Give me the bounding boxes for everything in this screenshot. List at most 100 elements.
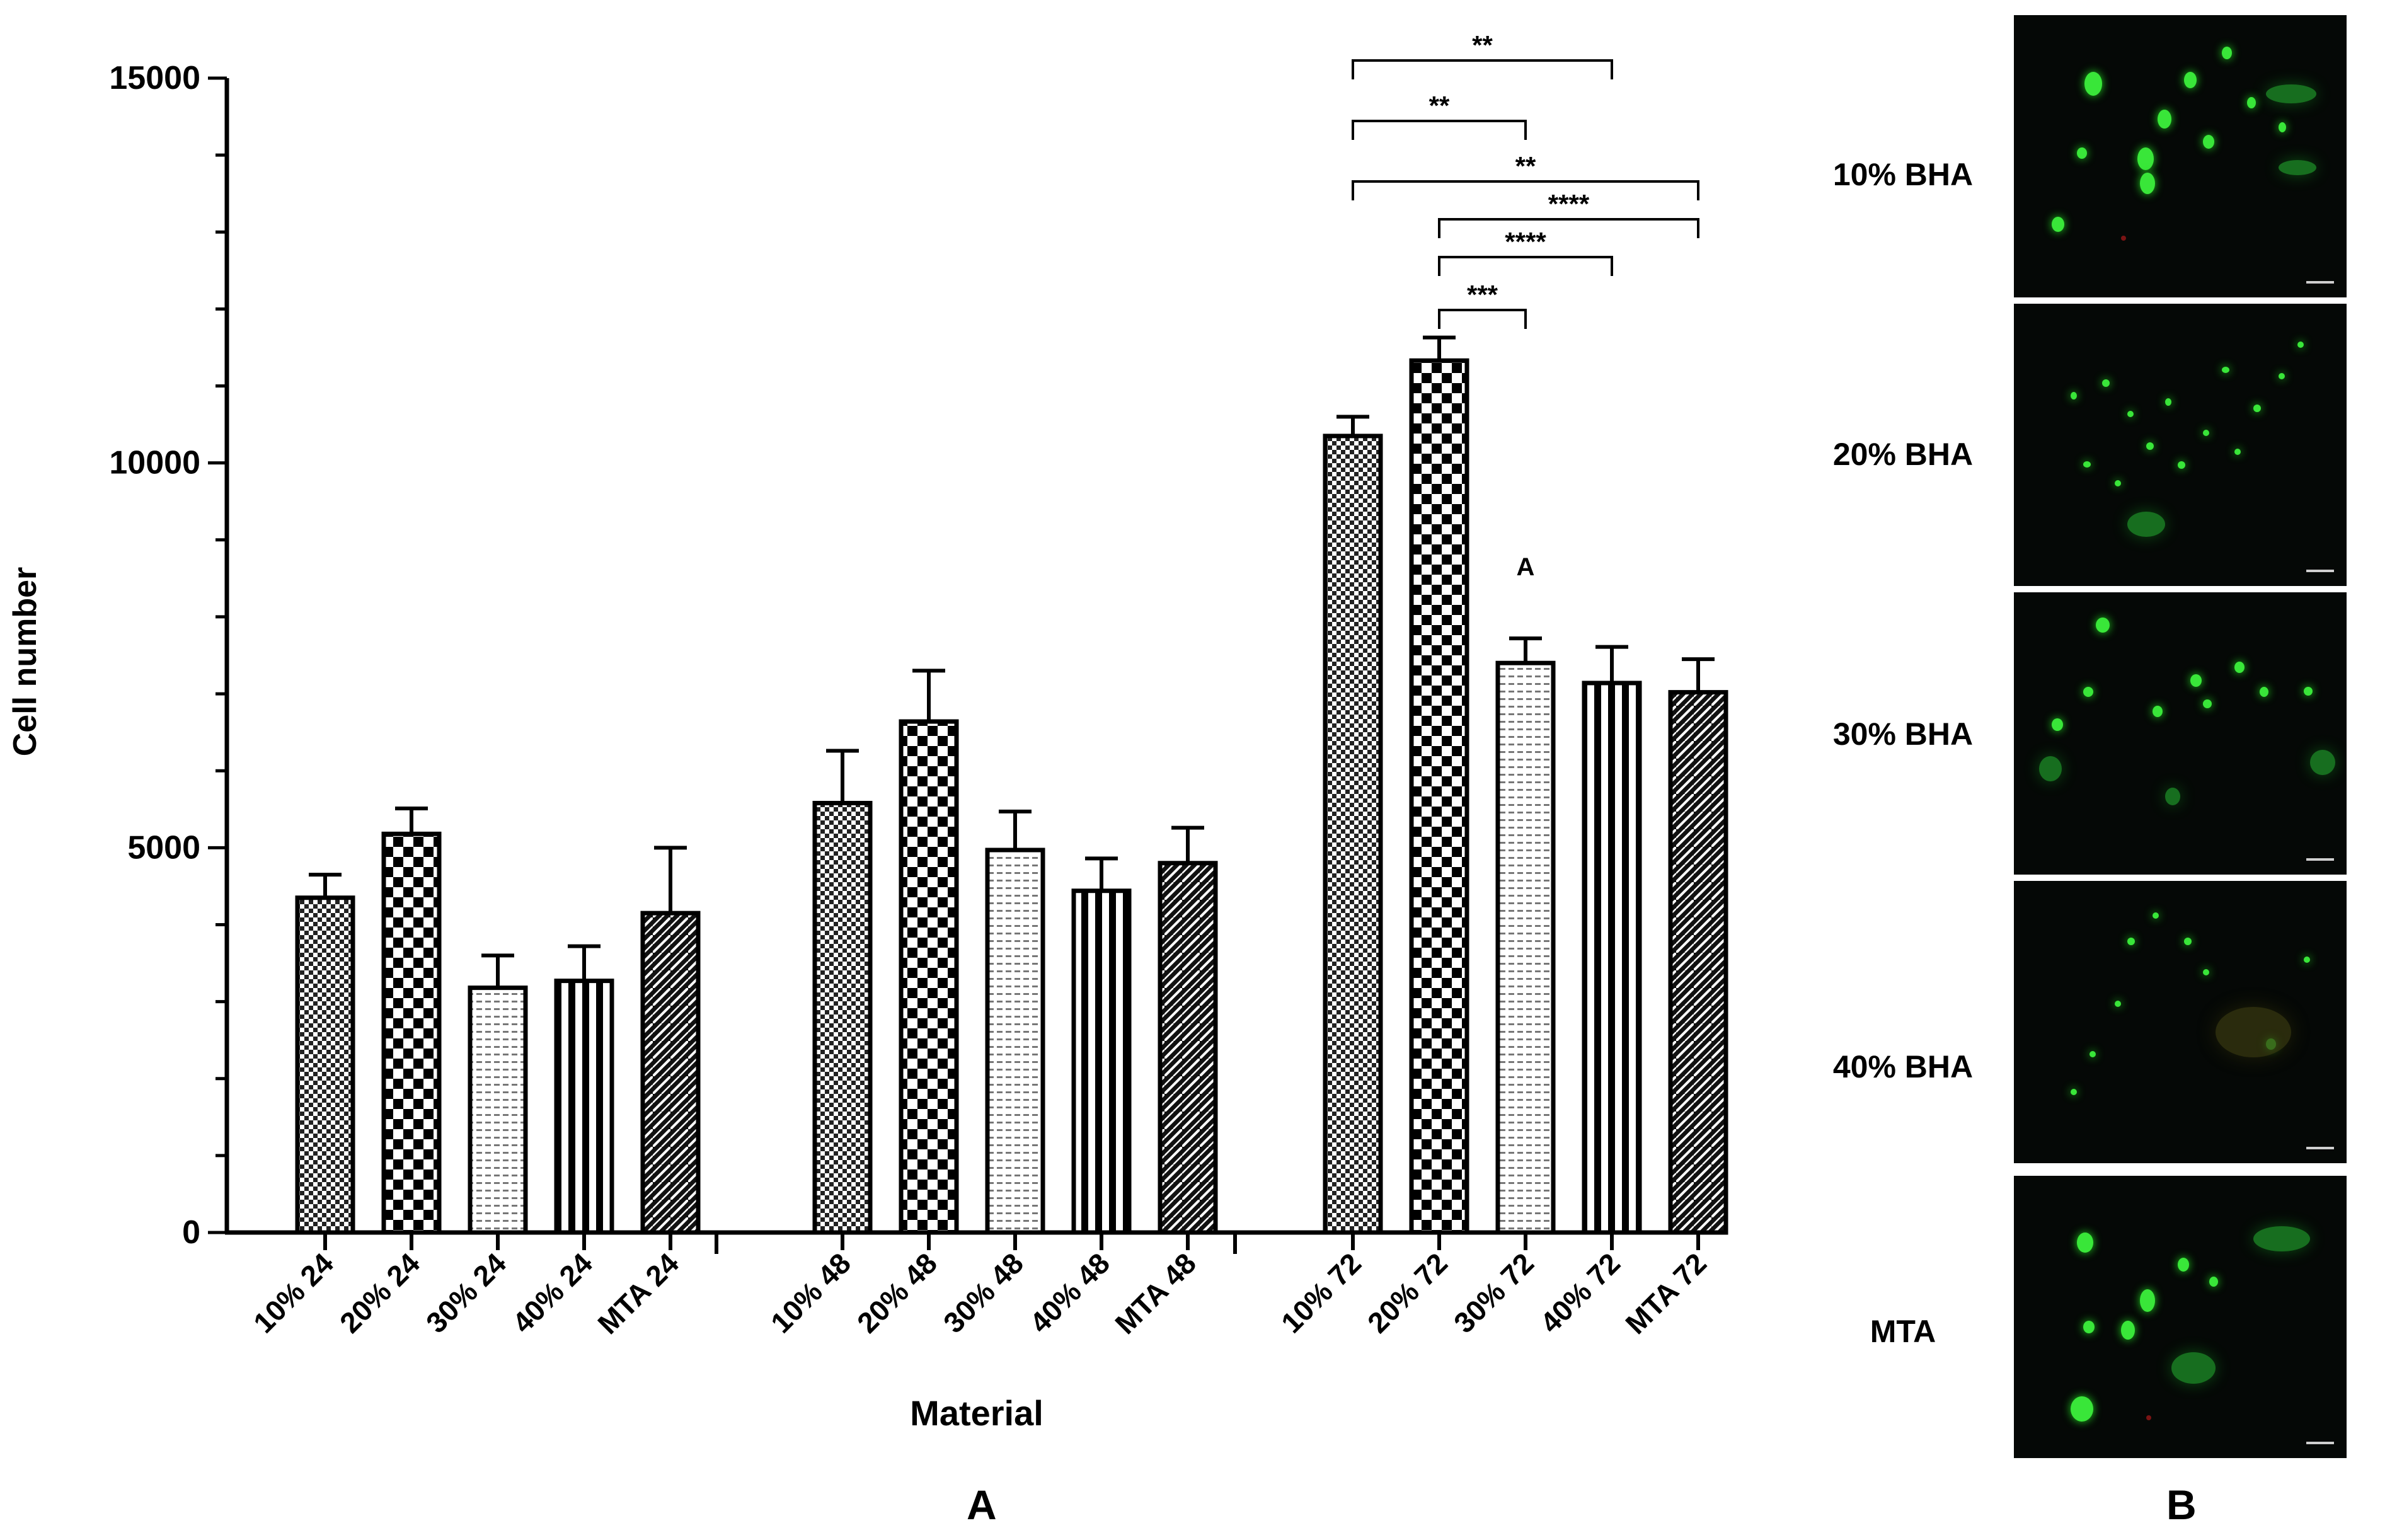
significance-label: *** — [1467, 280, 1498, 309]
panel-label-a: A — [967, 1481, 997, 1528]
bar — [1668, 690, 1728, 1235]
x-tick-label: 20% 72 — [1361, 1246, 1454, 1339]
cell — [2222, 47, 2232, 59]
cell — [2266, 84, 2316, 103]
x-tick-label: 10% 24 — [247, 1246, 340, 1339]
cell — [2083, 461, 2091, 468]
x-tick-label: 40% 24 — [506, 1246, 599, 1339]
x-tick-label: 30% 72 — [1447, 1246, 1540, 1339]
cell — [2121, 1321, 2135, 1340]
y-tick-label: 15000 — [109, 60, 200, 96]
cell — [2304, 957, 2310, 963]
cell — [2279, 373, 2285, 379]
x-tick-label: 20% 24 — [333, 1246, 426, 1339]
significance-bracket — [1352, 180, 1699, 200]
bar — [985, 848, 1045, 1235]
x-tick-label: 10% 48 — [764, 1246, 857, 1339]
cell — [2153, 706, 2163, 717]
panel-label-b: B — [2166, 1481, 2197, 1528]
y-tick-label: 10000 — [109, 445, 200, 481]
cell — [2171, 1352, 2216, 1384]
significance-label: **** — [1548, 189, 1590, 219]
scale-bar — [2306, 858, 2334, 861]
micrograph-label-40-bha: 40% BHA — [1832, 1049, 1974, 1084]
significance-bracket — [1438, 256, 1613, 276]
cell — [2279, 160, 2316, 175]
bar — [1323, 434, 1383, 1235]
significance-bracket — [1438, 309, 1527, 329]
cell — [2077, 147, 2087, 159]
bar — [1409, 358, 1469, 1235]
bar — [640, 911, 701, 1235]
x-tick-label: 40% 48 — [1023, 1246, 1116, 1339]
cell — [2304, 687, 2313, 696]
x-tick-label: MTA 24 — [591, 1246, 685, 1340]
cell — [2216, 1007, 2291, 1057]
cell — [2146, 1415, 2151, 1420]
cell — [2184, 938, 2192, 945]
bar — [1071, 888, 1132, 1235]
cell — [2115, 1001, 2121, 1007]
x-tick-label: 40% 72 — [1534, 1246, 1626, 1339]
scale-bar — [2306, 281, 2334, 284]
significance-bracket — [1352, 120, 1527, 140]
micrograph-20-bha — [2014, 304, 2347, 586]
cell — [2127, 411, 2134, 417]
bar — [295, 895, 355, 1235]
cell — [2052, 718, 2063, 731]
bar — [1495, 660, 1556, 1235]
cell — [2102, 379, 2110, 387]
bar — [381, 831, 442, 1235]
cell — [2222, 367, 2229, 373]
cell — [2089, 1051, 2096, 1057]
significance-bracket — [1438, 218, 1699, 238]
bar — [899, 719, 959, 1235]
cell — [2127, 512, 2165, 537]
x-tick-label: 20% 48 — [851, 1246, 943, 1339]
micrograph-label-20-bha: 20% BHA — [1832, 437, 1974, 472]
bar — [1158, 861, 1218, 1235]
scale-bar — [2306, 1147, 2334, 1149]
cell — [2203, 430, 2209, 436]
x-tick-label: 10% 72 — [1275, 1246, 1367, 1339]
cell — [2247, 97, 2256, 108]
micrograph-40-bha — [2014, 881, 2347, 1163]
significance-label: ** — [1429, 91, 1450, 120]
cell — [2146, 442, 2154, 450]
cell — [2140, 173, 2155, 194]
cell — [2140, 1289, 2155, 1312]
cell — [2260, 687, 2268, 697]
cell — [2153, 912, 2159, 919]
cell — [2297, 342, 2304, 348]
cell — [2234, 449, 2241, 455]
cell — [2253, 1226, 2310, 1251]
y-tick-label: 5000 — [127, 829, 200, 866]
cell — [2071, 392, 2077, 399]
cell — [2253, 405, 2261, 412]
cell — [2209, 1277, 2218, 1287]
cell — [2096, 618, 2110, 633]
cell — [2234, 662, 2245, 673]
cell — [2165, 398, 2171, 406]
cell — [2137, 147, 2154, 170]
bar — [812, 800, 873, 1235]
cell — [2203, 135, 2214, 149]
micrograph-30-bha — [2014, 592, 2347, 875]
y-tick-label: 0 — [182, 1214, 200, 1251]
cell — [2203, 699, 2212, 708]
cell — [2310, 750, 2335, 775]
y-axis-label: Cell number — [7, 566, 43, 757]
bar — [1582, 681, 1642, 1235]
cell — [2077, 1233, 2093, 1253]
cell — [2115, 480, 2121, 486]
micrograph-label-10-bha: 10% BHA — [1832, 157, 1974, 192]
bar-annotation: A — [1517, 553, 1535, 581]
cell — [2052, 217, 2064, 232]
x-tick-label: 30% 48 — [937, 1246, 1030, 1339]
cell — [2279, 122, 2286, 132]
scale-bar — [2306, 1442, 2334, 1444]
significance-label: ** — [1472, 30, 1493, 60]
cell — [2121, 236, 2126, 241]
cell — [2158, 110, 2171, 129]
